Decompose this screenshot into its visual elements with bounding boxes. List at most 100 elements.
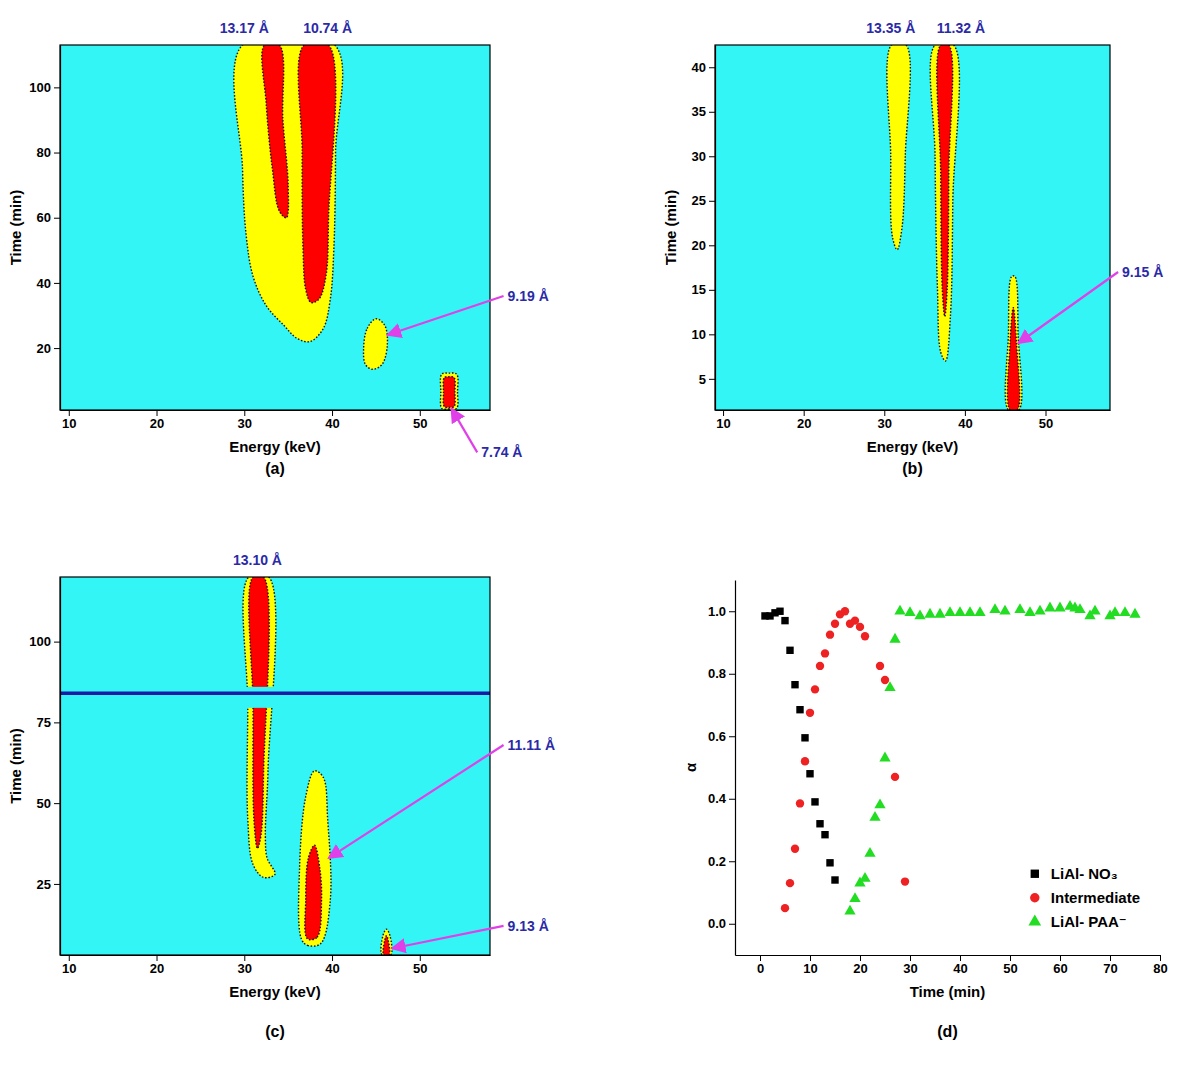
y-axis: 510152025303540 xyxy=(692,46,716,411)
tick-mark xyxy=(729,924,735,925)
x-axis-title: Energy (keV) xyxy=(229,983,321,1000)
peak-label: 9.19 Å xyxy=(508,288,549,304)
tick: 60 xyxy=(37,210,60,225)
axis-line xyxy=(735,581,736,956)
annotations: 13.35 Å11.32 Å9.15 Å xyxy=(866,20,1163,343)
point xyxy=(864,847,875,857)
tick-label: 60 xyxy=(37,210,51,225)
point xyxy=(964,606,975,616)
contour-region xyxy=(1007,308,1019,410)
tick-mark xyxy=(157,410,158,416)
panel-label: (c) xyxy=(265,1023,285,1040)
tick-label: 0 xyxy=(757,961,764,976)
tick-mark xyxy=(54,348,60,349)
tick: 0 xyxy=(757,955,764,976)
tick-mark xyxy=(810,955,811,961)
figure-canvas: 102030405020406080100Energy (keV)Time (m… xyxy=(0,0,1193,1089)
tick: 50 xyxy=(413,410,427,431)
tick: 0.2 xyxy=(708,854,735,869)
tick-label: 40 xyxy=(37,276,51,291)
tick: 40 xyxy=(37,276,60,291)
legend-item: LiAl- PAA⁻ xyxy=(1028,913,1126,930)
tick-label: 0.4 xyxy=(708,791,727,806)
plot-frame xyxy=(715,45,1110,410)
tick-label: 10 xyxy=(716,416,730,431)
tick-mark xyxy=(709,334,715,335)
legend-label: LiAl- NO₃ xyxy=(1051,865,1118,882)
contour-region xyxy=(262,45,289,218)
tick-mark xyxy=(910,955,911,961)
tick-label: 10 xyxy=(62,416,76,431)
legend-marker xyxy=(1030,893,1039,902)
point xyxy=(1119,606,1130,616)
tick: 20 xyxy=(853,955,867,976)
tick-label: 40 xyxy=(692,60,706,75)
tick-mark xyxy=(54,218,60,219)
point xyxy=(914,609,925,619)
tick: 40 xyxy=(325,410,339,431)
annotations: 13.17 Å10.74 Å9.19 Å7.74 Å xyxy=(220,20,549,460)
point xyxy=(934,608,945,618)
contour-region xyxy=(298,45,335,303)
tick: 20 xyxy=(150,410,164,431)
arrow xyxy=(392,926,504,949)
point xyxy=(791,681,798,688)
point xyxy=(1129,608,1140,618)
tick-label: 1.0 xyxy=(708,604,726,619)
point xyxy=(861,632,869,640)
plot-area xyxy=(60,577,490,955)
y-axis: 255075100 xyxy=(29,578,60,956)
point xyxy=(786,879,794,887)
tick-label: 25 xyxy=(692,193,706,208)
panel-label: (b) xyxy=(902,460,922,477)
tick: 25 xyxy=(37,877,60,892)
tick: 40 xyxy=(325,955,339,976)
tick-mark xyxy=(420,410,421,416)
contour-region xyxy=(249,577,269,848)
tick-mark xyxy=(729,736,735,737)
point xyxy=(811,685,819,693)
tick-mark xyxy=(729,861,735,862)
arrow xyxy=(329,745,504,858)
y-axis-title: Time (min) xyxy=(7,728,24,804)
tick: 10 xyxy=(62,410,76,431)
tick-label: 30 xyxy=(878,416,892,431)
series xyxy=(781,607,909,912)
tick-label: 40 xyxy=(325,961,339,976)
point xyxy=(801,757,809,765)
legend-marker xyxy=(1031,870,1039,878)
arrow xyxy=(387,296,503,335)
point xyxy=(821,649,829,657)
point xyxy=(874,798,885,808)
tick-label: 40 xyxy=(325,416,339,431)
plot-area xyxy=(60,45,490,410)
point xyxy=(881,676,889,684)
point xyxy=(796,706,803,713)
tick-label: 100 xyxy=(29,80,51,95)
tick: 10 xyxy=(716,410,730,431)
legend-item: LiAl- NO₃ xyxy=(1031,865,1118,882)
point xyxy=(924,608,935,618)
tick-label: 40 xyxy=(958,416,972,431)
tick: 10 xyxy=(62,955,76,976)
tick: 0.0 xyxy=(708,916,735,931)
tick: 5 xyxy=(699,372,715,387)
y-axis-title: Time (min) xyxy=(662,190,679,266)
tick-label: 0.6 xyxy=(708,729,726,744)
tick: 10 xyxy=(803,955,817,976)
tick-mark xyxy=(69,410,70,416)
y-axis-title: Time (min) xyxy=(7,190,24,266)
tick-label: 50 xyxy=(1003,961,1017,976)
tick-mark xyxy=(960,955,961,961)
y-axis: 20406080100 xyxy=(29,46,60,411)
point xyxy=(1024,606,1035,616)
tick-label: 20 xyxy=(150,961,164,976)
point xyxy=(791,845,799,853)
tick: 30 xyxy=(878,410,892,431)
tick-label: 50 xyxy=(1039,416,1053,431)
tick: 0.4 xyxy=(708,791,735,806)
legend-label: LiAl- PAA⁻ xyxy=(1051,913,1127,930)
x-axis: 01020304050607080 xyxy=(736,955,1168,976)
annotations: 13.10 Å11.11 Å9.13 Å xyxy=(233,552,555,949)
tick: 35 xyxy=(692,104,715,119)
